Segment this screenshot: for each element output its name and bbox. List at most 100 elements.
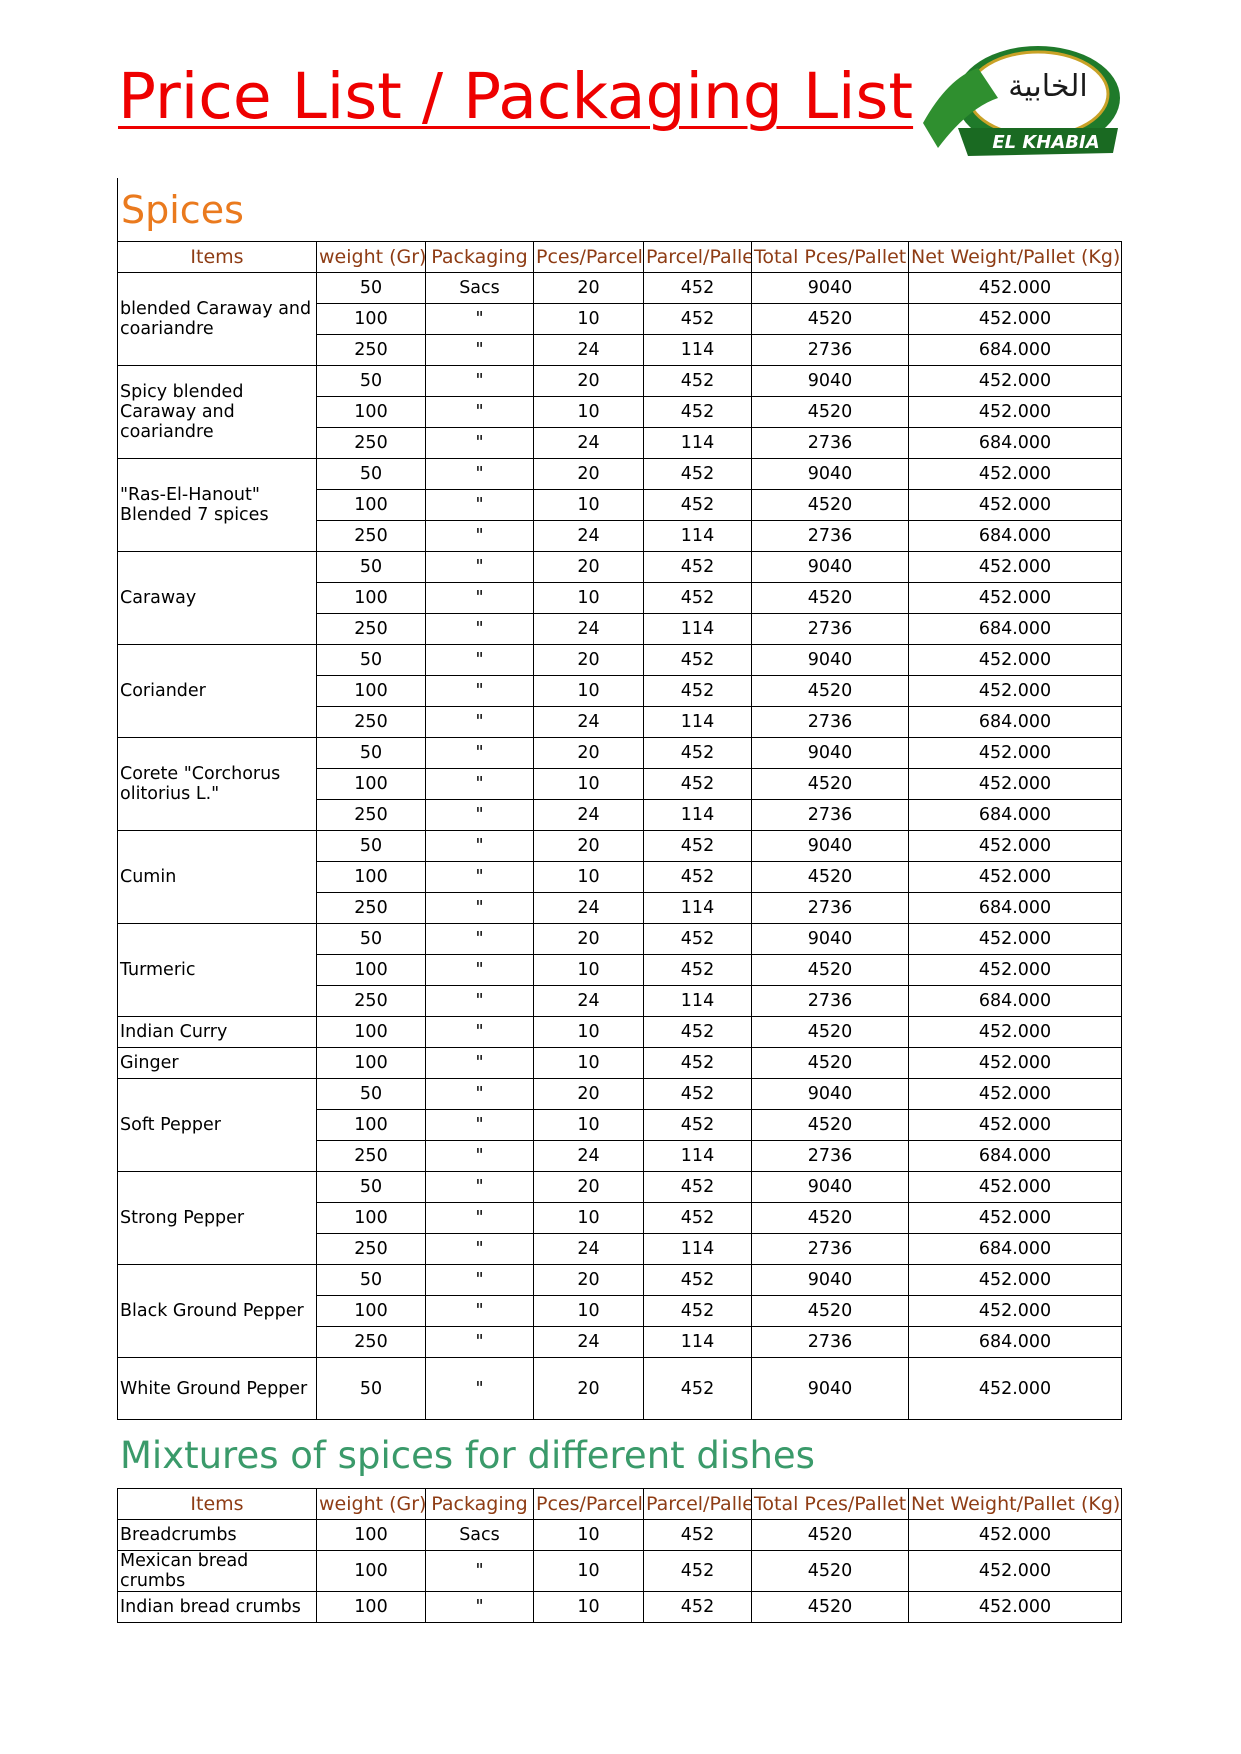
- table-row: Soft Pepper 50 " 20 452 9040 452.000: [117, 1078, 1122, 1172]
- cell: 100: [316, 303, 426, 335]
- logo-ribbon: [923, 68, 998, 148]
- cell: 684.000: [908, 706, 1122, 738]
- cell: 20: [533, 644, 644, 676]
- cell: 100: [316, 1519, 426, 1551]
- cell: 452.000: [908, 737, 1122, 769]
- cell: 50: [316, 830, 426, 862]
- column-header: Items: [117, 241, 317, 273]
- table-body: blended Caraway and coariandre 50 Sacs 20 45…: [117, 272, 1122, 1420]
- cell: 20: [533, 1078, 644, 1110]
- table-row: 250 " 24 114 2736 684.000: [118, 706, 1122, 738]
- cell: 250: [316, 1140, 426, 1172]
- cell: 452.000: [908, 1357, 1122, 1420]
- cell: 10: [533, 582, 644, 614]
- cell: 452: [643, 1078, 752, 1110]
- cell: 452.000: [908, 768, 1122, 800]
- cell: 4520: [751, 954, 909, 986]
- cell: 100: [316, 954, 426, 986]
- cell: ": [425, 892, 534, 924]
- table-row: Breadcrumbs 100 Sacs 10 452 4520 452.000: [117, 1519, 1122, 1551]
- logo-text: EL KHABIA: [992, 132, 1099, 153]
- cell: 452.000: [908, 1171, 1122, 1203]
- cell: 452: [643, 954, 752, 986]
- cell: 452.000: [908, 1047, 1122, 1079]
- cell: 250: [316, 1326, 426, 1358]
- cell: 452: [643, 644, 752, 676]
- table-head: Items weight (Gr) Packaging Pces/Parcel Parc…: [117, 1488, 1122, 1520]
- cell: 452: [643, 1519, 752, 1551]
- cell: 250: [316, 799, 426, 831]
- cell: 20: [533, 458, 644, 490]
- cell: 50: [316, 1078, 426, 1110]
- logo-arabic: الخابية: [1008, 69, 1087, 104]
- cell: 452: [643, 737, 752, 769]
- cell: 10: [533, 1202, 644, 1234]
- cell: 9040: [751, 1264, 909, 1296]
- cell: 9040: [751, 551, 909, 583]
- cell: 9040: [751, 644, 909, 676]
- cell: 452: [643, 272, 752, 304]
- cell: ": [425, 675, 534, 707]
- cell: 452.000: [908, 954, 1122, 986]
- cell: 452: [643, 1264, 752, 1296]
- cell: 24: [533, 892, 644, 924]
- cell: ": [425, 303, 534, 335]
- cell: 4520: [751, 1519, 909, 1551]
- cell: 114: [643, 613, 752, 645]
- spices-table: Items weight (Gr) Packaging Pces/Parcel Parc…: [117, 241, 1122, 1420]
- cell: ": [425, 1357, 534, 1420]
- cell: 9040: [751, 458, 909, 490]
- cell: 100: [316, 675, 426, 707]
- cell: 24: [533, 613, 644, 645]
- cell: 9040: [751, 1171, 909, 1203]
- cell: 4520: [751, 396, 909, 428]
- cell: 20: [533, 551, 644, 583]
- table-row: 250 " 24 114 2736 684.000: [118, 985, 1122, 1017]
- cell: 250: [316, 892, 426, 924]
- table-row: 100 " 10 452 4520 452.000: [118, 1295, 1122, 1327]
- table-row: Cumin 50 " 20 452 9040 452.000: [117, 830, 1122, 924]
- cell: 100: [316, 582, 426, 614]
- cell: 250: [316, 613, 426, 645]
- cell: 10: [533, 861, 644, 893]
- cell: 452.000: [908, 272, 1122, 304]
- cell: 50: [316, 1171, 426, 1203]
- cell: 100: [316, 1047, 426, 1079]
- cell: 100: [316, 1550, 426, 1592]
- table-row: Indian bread crumbs 100 " 10 452 4520 452.000: [117, 1591, 1122, 1623]
- table-row: Strong Pepper 50 " 20 452 9040 452.000: [117, 1171, 1122, 1265]
- column-header: Net Weight/Pallet (Kg): [908, 241, 1122, 273]
- cell: 114: [643, 520, 752, 552]
- header-row: Items weight (Gr) Packaging Pces/Parcel Parc…: [117, 1488, 1122, 1520]
- column-header: Total Pces/Pallet: [751, 241, 909, 273]
- cell: 452: [643, 303, 752, 335]
- cell: 452: [643, 1550, 752, 1592]
- cell: 114: [643, 706, 752, 738]
- table-row: 250 " 24 114 2736 684.000: [118, 334, 1122, 366]
- item-name: Breadcrumbs: [117, 1519, 317, 1551]
- cell: 100: [316, 1109, 426, 1141]
- cell: ": [425, 551, 534, 583]
- table-row: Caraway 50 " 20 452 9040 452.000: [117, 551, 1122, 645]
- cell: 684.000: [908, 892, 1122, 924]
- cell: 2736: [751, 334, 909, 366]
- column-header: Net Weight/Pallet (Kg): [908, 1488, 1122, 1520]
- cell: 24: [533, 799, 644, 831]
- cell: 100: [316, 861, 426, 893]
- cell: 452.000: [908, 1016, 1122, 1048]
- cell: 10: [533, 1047, 644, 1079]
- cell: 250: [316, 427, 426, 459]
- column-header: Packaging: [425, 241, 534, 273]
- cell: 684.000: [908, 520, 1122, 552]
- item-name: Indian Curry: [117, 1016, 317, 1048]
- cell: 114: [643, 892, 752, 924]
- cell: 20: [533, 1171, 644, 1203]
- table-row: 100 " 10 452 4520 452.000: [118, 582, 1122, 614]
- cell: 24: [533, 334, 644, 366]
- cell: 50: [316, 1264, 426, 1296]
- cell: 452: [643, 675, 752, 707]
- column-header: Packaging: [425, 1488, 534, 1520]
- cell: 250: [316, 1233, 426, 1265]
- cell: 2736: [751, 427, 909, 459]
